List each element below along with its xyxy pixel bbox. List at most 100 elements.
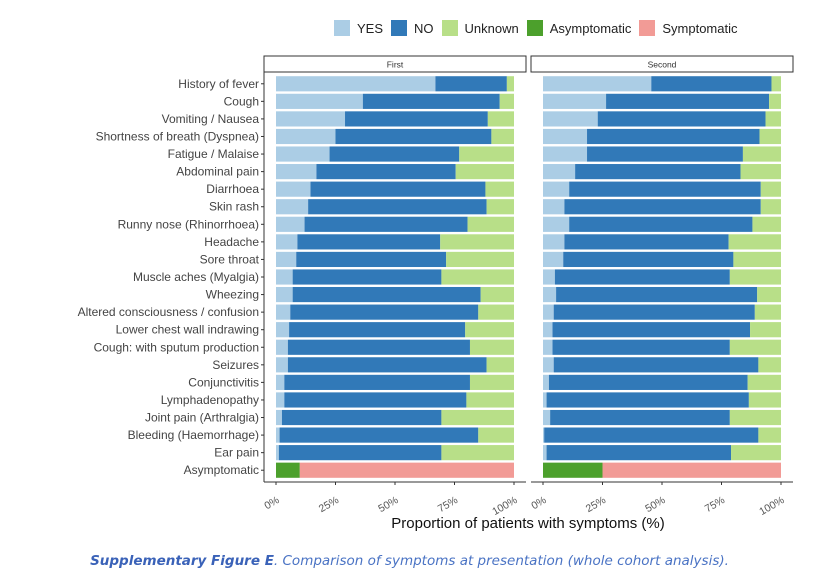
bar-segment-symptomatic bbox=[602, 462, 781, 478]
bar-segment-unknown bbox=[757, 286, 781, 303]
bar-segment-yes bbox=[276, 269, 293, 285]
bar-segment-no bbox=[553, 304, 755, 320]
x-tick-label: 75% bbox=[703, 494, 727, 515]
bar-segment-yes bbox=[276, 216, 305, 232]
y-tick-label: Vomiting / Nausea bbox=[162, 112, 260, 126]
panel-title: First bbox=[387, 60, 404, 70]
bar-segment-yes bbox=[543, 199, 565, 215]
bar-segment-yes bbox=[543, 93, 607, 109]
bar-segment-yes bbox=[543, 322, 553, 338]
bar-segment-no bbox=[284, 392, 467, 408]
bar-segment-no bbox=[435, 76, 507, 92]
bar-segment-unknown bbox=[491, 128, 514, 145]
bar-segment-yes bbox=[543, 128, 588, 145]
bar-segment-yes bbox=[276, 409, 282, 426]
bar-segment-no bbox=[575, 164, 741, 180]
bar-segment-no bbox=[278, 445, 442, 461]
bar-segment-no bbox=[292, 269, 442, 285]
bar-segment-asymptomatic bbox=[543, 462, 603, 478]
panel-strip-first bbox=[263, 55, 527, 73]
caption-label: Supplementary Figure E bbox=[90, 553, 274, 569]
caption-text: . Comparison of symptoms at presentation… bbox=[273, 553, 729, 569]
legend-item-symptomatic: Symptomatic bbox=[639, 20, 738, 36]
bar-segment-unknown bbox=[487, 111, 514, 127]
bar-segment-no bbox=[554, 269, 730, 285]
bar-segment-unknown bbox=[729, 409, 781, 426]
bar-segment-no bbox=[548, 374, 748, 390]
bar-segment-unknown bbox=[478, 427, 514, 443]
y-tick-label: Seizures bbox=[212, 358, 259, 372]
bar-segment-no bbox=[308, 199, 487, 215]
bar-segment-yes bbox=[543, 234, 565, 250]
bar-segment-yes bbox=[543, 357, 554, 373]
bar-segment-no bbox=[287, 339, 470, 355]
bar-segment-yes bbox=[543, 339, 553, 355]
bar-segment-yes bbox=[276, 146, 330, 162]
bar-segment-yes bbox=[276, 181, 311, 197]
bar-segment-unknown bbox=[499, 93, 514, 109]
bar-segment-no bbox=[362, 93, 500, 109]
y-tick-label: Bleeding (Haemorrhage) bbox=[128, 428, 259, 442]
bar-segment-unknown bbox=[771, 76, 781, 92]
y-tick-label: Asymptomatic bbox=[184, 463, 259, 477]
x-tick-label: 0% bbox=[262, 494, 281, 512]
bar-segment-no bbox=[297, 234, 441, 250]
bar-segment-yes bbox=[543, 181, 570, 197]
bar-segment-no bbox=[296, 251, 447, 268]
y-tick-label: Joint pain (Arthralgia) bbox=[145, 411, 259, 425]
y-tick-label: Ear pain bbox=[214, 446, 259, 460]
legend-item-yes: YES bbox=[334, 20, 383, 36]
bar-segment-yes bbox=[276, 357, 288, 373]
panel-strip-second bbox=[530, 55, 794, 73]
legend-swatch bbox=[391, 20, 408, 36]
bar-segment-yes bbox=[276, 286, 293, 303]
bar-segment-yes bbox=[543, 427, 545, 443]
bar-segment-unknown bbox=[440, 234, 514, 250]
bar-segment-yes bbox=[276, 339, 288, 355]
bar-segment-no bbox=[563, 251, 734, 268]
x-tick-label: 25% bbox=[317, 494, 341, 515]
y-tick-label: Abdominal pain bbox=[176, 165, 259, 179]
legend-swatch bbox=[526, 20, 543, 36]
y-tick-label: Skin rash bbox=[209, 200, 259, 214]
bar-segment-unknown bbox=[478, 304, 514, 320]
bar-segment-yes bbox=[543, 374, 549, 390]
bar-segment-yes bbox=[543, 146, 588, 162]
bar-segment-no bbox=[290, 304, 479, 320]
y-tick-label: Headache bbox=[204, 235, 259, 249]
bar-segment-unknown bbox=[465, 322, 514, 338]
x-tick-label: 75% bbox=[436, 494, 460, 515]
bar-segment-unknown bbox=[441, 409, 514, 426]
bar-segment-no bbox=[335, 128, 492, 145]
bar-segment-unknown bbox=[506, 76, 514, 92]
bar-segment-unknown bbox=[441, 445, 514, 461]
legend-label: YES bbox=[357, 20, 384, 36]
bar-segment-no bbox=[304, 216, 468, 232]
bar-segment-unknown bbox=[760, 199, 781, 215]
y-tick-label: Lower chest wall indrawing bbox=[116, 323, 259, 337]
bar-segment-no bbox=[552, 339, 730, 355]
bar-segment-unknown bbox=[758, 357, 781, 373]
bar-segment-no bbox=[651, 76, 772, 92]
bar-segment-yes bbox=[543, 269, 555, 285]
x-tick-label: 0% bbox=[529, 494, 548, 512]
bar-segment-yes bbox=[276, 111, 346, 127]
bar-segment-unknown bbox=[729, 339, 781, 355]
bar-segment-no bbox=[287, 357, 487, 373]
y-tick-label: Lymphadenopathy bbox=[161, 393, 259, 407]
bar-segment-unknown bbox=[729, 269, 781, 285]
bar-segment-unknown bbox=[765, 111, 781, 127]
legend-item-asymptomatic: Asymptomatic bbox=[526, 20, 632, 36]
figure-caption: Supplementary Figure E. Comparison of sy… bbox=[0, 553, 819, 569]
y-tick-label: History of fever bbox=[178, 77, 259, 91]
bar-segment-no bbox=[284, 374, 470, 390]
bar-segment-yes bbox=[543, 164, 576, 180]
bar-segment-yes bbox=[543, 392, 547, 408]
bar-segment-unknown bbox=[742, 146, 781, 162]
bar-segment-unknown bbox=[446, 251, 514, 268]
bar-segment-yes bbox=[276, 392, 285, 408]
bar-segment-unknown bbox=[748, 392, 781, 408]
bar-segment-no bbox=[587, 128, 760, 145]
legend-label: Asymptomatic bbox=[549, 20, 632, 36]
bar-segment-unknown bbox=[486, 357, 514, 373]
